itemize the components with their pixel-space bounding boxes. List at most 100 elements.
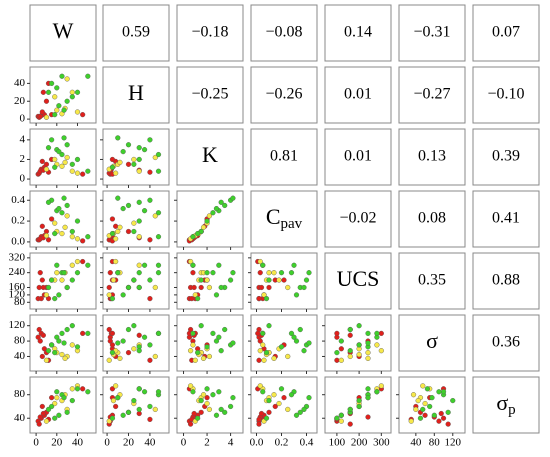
panel xyxy=(250,314,318,372)
point xyxy=(109,415,116,421)
point xyxy=(297,326,303,333)
correlation: 0.14 xyxy=(344,24,372,41)
point xyxy=(256,421,262,427)
point xyxy=(147,277,153,283)
point xyxy=(113,383,119,389)
point xyxy=(69,386,75,392)
point xyxy=(155,234,162,240)
point xyxy=(260,342,266,348)
variable-label: σp xyxy=(496,390,515,418)
y-tick-label: 0.2 xyxy=(11,215,25,227)
correlation: 0.08 xyxy=(418,210,446,227)
point xyxy=(69,342,75,348)
point xyxy=(288,270,295,276)
point xyxy=(204,344,210,350)
point xyxy=(54,262,60,268)
point xyxy=(257,270,263,276)
point xyxy=(74,218,81,224)
x-tick-label: 40 xyxy=(144,437,156,449)
point xyxy=(115,270,121,276)
point xyxy=(74,386,81,392)
x-tick-label: 20 xyxy=(51,437,63,449)
point xyxy=(147,357,153,363)
correlation: 0.13 xyxy=(418,148,446,165)
point xyxy=(356,403,362,410)
point xyxy=(49,80,55,86)
y-tick-label: 0 xyxy=(20,113,26,125)
point xyxy=(43,166,50,172)
point xyxy=(147,295,153,302)
point xyxy=(260,262,266,268)
point xyxy=(198,409,204,415)
point xyxy=(155,389,162,395)
point xyxy=(80,238,86,244)
point xyxy=(257,383,263,389)
point xyxy=(222,409,228,415)
y-tick-label: 320 xyxy=(9,251,26,263)
point xyxy=(417,415,424,421)
point xyxy=(62,355,68,361)
correlation: −0.25 xyxy=(191,86,228,103)
point xyxy=(80,258,86,265)
point xyxy=(195,350,201,356)
panel xyxy=(29,376,97,434)
point xyxy=(74,89,81,95)
point xyxy=(210,392,216,398)
point xyxy=(59,277,65,283)
point xyxy=(85,389,91,395)
point xyxy=(334,415,340,421)
point xyxy=(61,135,67,141)
panel xyxy=(324,376,392,434)
point xyxy=(106,418,112,424)
point xyxy=(109,342,116,348)
point xyxy=(45,406,52,413)
point xyxy=(115,395,121,401)
point xyxy=(54,85,60,91)
point xyxy=(109,216,116,222)
point xyxy=(218,406,224,413)
point xyxy=(216,262,222,268)
point xyxy=(80,330,86,336)
correlation: 0.36 xyxy=(492,334,520,351)
panel xyxy=(324,66,392,124)
point xyxy=(155,330,162,336)
variable-label: K xyxy=(202,142,218,167)
x-tick-label: 20 xyxy=(123,437,135,449)
point xyxy=(190,234,196,240)
panel xyxy=(324,314,392,372)
point xyxy=(39,223,45,229)
point xyxy=(445,409,451,415)
point xyxy=(43,418,50,424)
y-tick-label: 120 xyxy=(9,288,26,300)
point xyxy=(222,202,228,209)
panel xyxy=(176,376,244,434)
point xyxy=(285,284,291,291)
x-tick-label: 40 xyxy=(410,437,422,449)
panel xyxy=(250,252,318,310)
point xyxy=(291,334,297,340)
point xyxy=(56,338,62,344)
y-tick-label: 2 xyxy=(20,153,26,165)
panel xyxy=(102,66,170,124)
point xyxy=(69,397,75,404)
point xyxy=(125,202,132,209)
point xyxy=(69,323,75,329)
point xyxy=(107,270,113,276)
panel xyxy=(324,252,392,310)
point xyxy=(136,348,142,354)
point xyxy=(43,357,50,363)
point xyxy=(334,350,340,356)
panel xyxy=(250,4,318,62)
point xyxy=(85,330,91,336)
point xyxy=(306,395,312,401)
point xyxy=(420,383,426,389)
point xyxy=(61,340,67,346)
point xyxy=(113,170,119,176)
point xyxy=(131,228,137,235)
point xyxy=(56,292,62,298)
point xyxy=(115,135,121,141)
point xyxy=(120,412,126,418)
panel xyxy=(472,252,540,310)
point xyxy=(306,340,312,346)
point xyxy=(147,237,153,243)
